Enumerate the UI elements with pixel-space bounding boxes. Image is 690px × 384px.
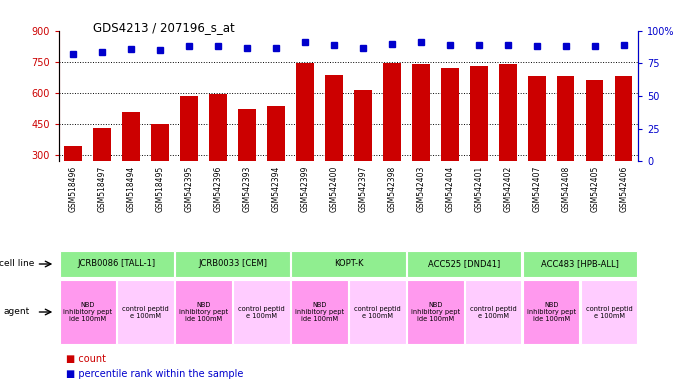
Bar — [122, 111, 140, 217]
Text: NBD
inhibitory pept
ide 100mM: NBD inhibitory pept ide 100mM — [526, 302, 576, 322]
Bar — [209, 94, 227, 217]
Text: control peptid
e 100mM: control peptid e 100mM — [586, 306, 633, 318]
Text: GSM542406: GSM542406 — [619, 166, 629, 212]
Text: GSM542399: GSM542399 — [300, 166, 310, 212]
Bar — [291, 280, 348, 344]
Bar — [233, 280, 290, 344]
Text: control peptid
e 100mM: control peptid e 100mM — [354, 306, 401, 318]
Text: GSM542401: GSM542401 — [474, 166, 484, 212]
Text: ACC525 [DND41]: ACC525 [DND41] — [428, 260, 500, 268]
Bar — [291, 251, 406, 277]
Text: GSM542398: GSM542398 — [387, 166, 397, 212]
Text: JCRB0033 [CEM]: JCRB0033 [CEM] — [198, 260, 267, 268]
Text: control peptid
e 100mM: control peptid e 100mM — [122, 306, 169, 318]
Bar — [383, 63, 401, 217]
Text: GSM542397: GSM542397 — [358, 166, 368, 212]
Bar — [586, 81, 604, 217]
Text: NBD
inhibitory pept
ide 100mM: NBD inhibitory pept ide 100mM — [411, 302, 460, 322]
Text: NBD
inhibitory pept
ide 100mM: NBD inhibitory pept ide 100mM — [63, 302, 112, 322]
Bar — [325, 75, 343, 217]
Text: GSM542403: GSM542403 — [416, 166, 426, 212]
Text: GDS4213 / 207196_s_at: GDS4213 / 207196_s_at — [93, 21, 235, 34]
Bar — [238, 109, 256, 217]
Text: ■ percentile rank within the sample: ■ percentile rank within the sample — [66, 369, 243, 379]
Text: GSM542394: GSM542394 — [271, 166, 281, 212]
Text: KOPT-K: KOPT-K — [334, 260, 363, 268]
Text: GSM542404: GSM542404 — [445, 166, 455, 212]
Text: cell line: cell line — [0, 260, 34, 268]
Bar — [151, 124, 169, 217]
Bar — [528, 76, 546, 217]
Text: GSM542393: GSM542393 — [242, 166, 252, 212]
Text: GSM542400: GSM542400 — [329, 166, 339, 212]
Bar — [615, 76, 633, 217]
Bar — [407, 251, 522, 277]
Bar — [59, 280, 116, 344]
Bar — [581, 280, 638, 344]
Text: agent: agent — [3, 308, 30, 316]
Text: control peptid
e 100mM: control peptid e 100mM — [238, 306, 285, 318]
Text: NBD
inhibitory pept
ide 100mM: NBD inhibitory pept ide 100mM — [295, 302, 344, 322]
Text: ■ count: ■ count — [66, 354, 106, 364]
Bar — [296, 63, 314, 217]
Bar — [59, 251, 174, 277]
Bar — [523, 251, 638, 277]
Text: control peptid
e 100mM: control peptid e 100mM — [470, 306, 517, 318]
Bar — [465, 280, 522, 344]
Bar — [64, 146, 82, 217]
Text: GSM542405: GSM542405 — [590, 166, 600, 212]
Bar — [93, 128, 111, 217]
Bar — [523, 280, 580, 344]
Text: NBD
inhibitory pept
ide 100mM: NBD inhibitory pept ide 100mM — [179, 302, 228, 322]
Bar — [175, 251, 290, 277]
Text: GSM542407: GSM542407 — [532, 166, 542, 212]
Bar — [175, 280, 232, 344]
Bar — [407, 280, 464, 344]
Text: GSM542408: GSM542408 — [561, 166, 571, 212]
Text: GSM518496: GSM518496 — [68, 166, 78, 212]
Text: GSM518495: GSM518495 — [155, 166, 165, 212]
Text: GSM518497: GSM518497 — [97, 166, 107, 212]
Bar — [349, 280, 406, 344]
Text: GSM542396: GSM542396 — [213, 166, 223, 212]
Text: ACC483 [HPB-ALL]: ACC483 [HPB-ALL] — [542, 260, 619, 268]
Bar — [354, 90, 372, 217]
Bar — [412, 64, 430, 217]
Text: GSM542402: GSM542402 — [503, 166, 513, 212]
Bar — [117, 280, 174, 344]
Text: JCRB0086 [TALL-1]: JCRB0086 [TALL-1] — [77, 260, 156, 268]
Bar — [557, 76, 575, 217]
Text: GSM542395: GSM542395 — [184, 166, 194, 212]
Bar — [441, 68, 459, 217]
Bar — [499, 64, 517, 217]
Text: GSM518494: GSM518494 — [126, 166, 136, 212]
Bar — [180, 96, 198, 217]
Bar — [470, 66, 488, 217]
Bar — [267, 106, 285, 217]
